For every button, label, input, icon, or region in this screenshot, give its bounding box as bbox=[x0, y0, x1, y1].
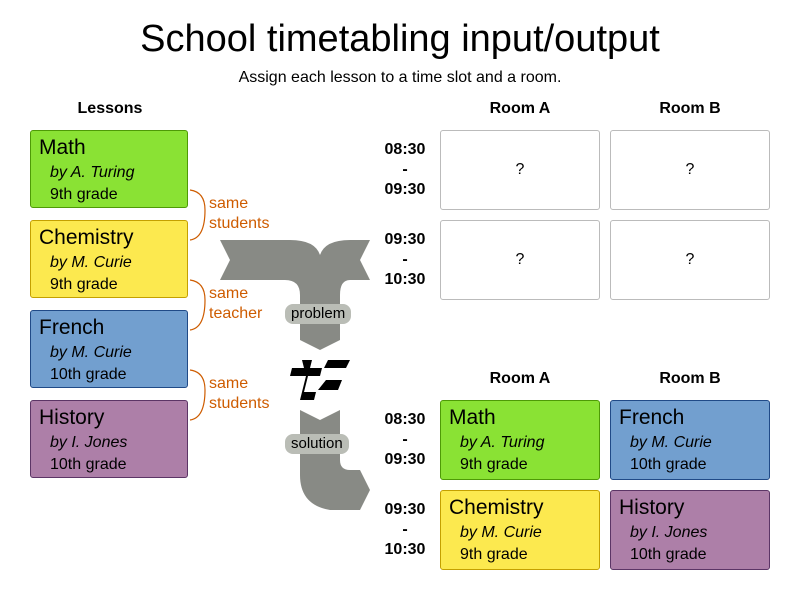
lesson-teacher: by A. Turing bbox=[50, 164, 135, 181]
lesson-teacher: by I. Jones bbox=[50, 434, 128, 451]
timeslot-label: 08:30-09:30 bbox=[384, 411, 426, 468]
lesson-grade: 9th grade bbox=[50, 186, 118, 203]
lesson-grade: 9th grade bbox=[50, 276, 118, 293]
empty-slot: ? bbox=[610, 130, 770, 210]
lesson-subject: Chemistry bbox=[39, 226, 134, 249]
lesson-teacher: by A. Turing bbox=[460, 434, 545, 451]
lesson-grade: 9th grade bbox=[460, 456, 528, 473]
lesson-subject: History bbox=[619, 496, 685, 519]
lessons-header: Lessons bbox=[77, 100, 143, 117]
lesson-subject: Math bbox=[39, 136, 86, 159]
timeslot-label: 09:30-10:30 bbox=[384, 501, 426, 558]
solution-label: solution bbox=[285, 434, 349, 454]
lesson-grade: 10th grade bbox=[630, 456, 707, 473]
lesson-card-history: History by I. Jones 10th grade bbox=[30, 400, 188, 478]
relation-label: same students bbox=[209, 375, 270, 412]
relation-bracket bbox=[189, 369, 206, 421]
assigned-lesson-french: French by M. Curie 10th grade bbox=[610, 400, 770, 480]
relation-bracket bbox=[189, 279, 206, 331]
lesson-subject: History bbox=[39, 406, 105, 429]
timeslot-label: 08:30-09:30 bbox=[384, 141, 426, 198]
room-b-header: Room B bbox=[659, 100, 721, 117]
relation-label: same students bbox=[209, 195, 270, 232]
lesson-subject: Math bbox=[449, 406, 496, 429]
empty-slot: ? bbox=[440, 220, 600, 300]
page-subtitle: Assign each lesson to a time slot and a … bbox=[238, 69, 562, 86]
optaplanner-logo-icon bbox=[290, 360, 350, 400]
lesson-card-french: French by M. Curie 10th grade bbox=[30, 310, 188, 388]
room-b-header: Room B bbox=[659, 370, 721, 387]
lesson-subject: French bbox=[39, 316, 105, 339]
lesson-teacher: by I. Jones bbox=[630, 524, 708, 541]
lesson-teacher: by M. Curie bbox=[50, 254, 132, 271]
timeslot-label: 09:30-10:30 bbox=[384, 231, 426, 288]
lesson-teacher: by M. Curie bbox=[460, 524, 542, 541]
lesson-card-chemistry: Chemistry by M. Curie 9th grade bbox=[30, 220, 188, 298]
lesson-grade: 10th grade bbox=[50, 366, 127, 383]
lesson-teacher: by M. Curie bbox=[630, 434, 712, 451]
solution-arrow bbox=[300, 410, 370, 510]
problem-label: problem bbox=[285, 304, 352, 324]
lesson-teacher: by M. Curie bbox=[50, 344, 132, 361]
room-a-header: Room A bbox=[489, 370, 551, 387]
empty-slot: ? bbox=[440, 130, 600, 210]
lesson-subject: French bbox=[619, 406, 685, 429]
lesson-card-math: Math by A. Turing 9th grade bbox=[30, 130, 188, 208]
lesson-grade: 10th grade bbox=[50, 456, 127, 473]
lesson-grade: 9th grade bbox=[460, 546, 528, 563]
empty-slot: ? bbox=[610, 220, 770, 300]
room-a-header: Room A bbox=[489, 100, 551, 117]
page-title: School timetabling input/output bbox=[140, 18, 660, 60]
relation-bracket bbox=[189, 189, 206, 241]
assigned-lesson-math: Math by A. Turing 9th grade bbox=[440, 400, 600, 480]
relation-label: same teacher bbox=[209, 285, 263, 322]
assigned-lesson-chemistry: Chemistry by M. Curie 9th grade bbox=[440, 490, 600, 570]
assigned-lesson-history: History by I. Jones 10th grade bbox=[610, 490, 770, 570]
lesson-grade: 10th grade bbox=[630, 546, 707, 563]
lesson-subject: Chemistry bbox=[449, 496, 544, 519]
